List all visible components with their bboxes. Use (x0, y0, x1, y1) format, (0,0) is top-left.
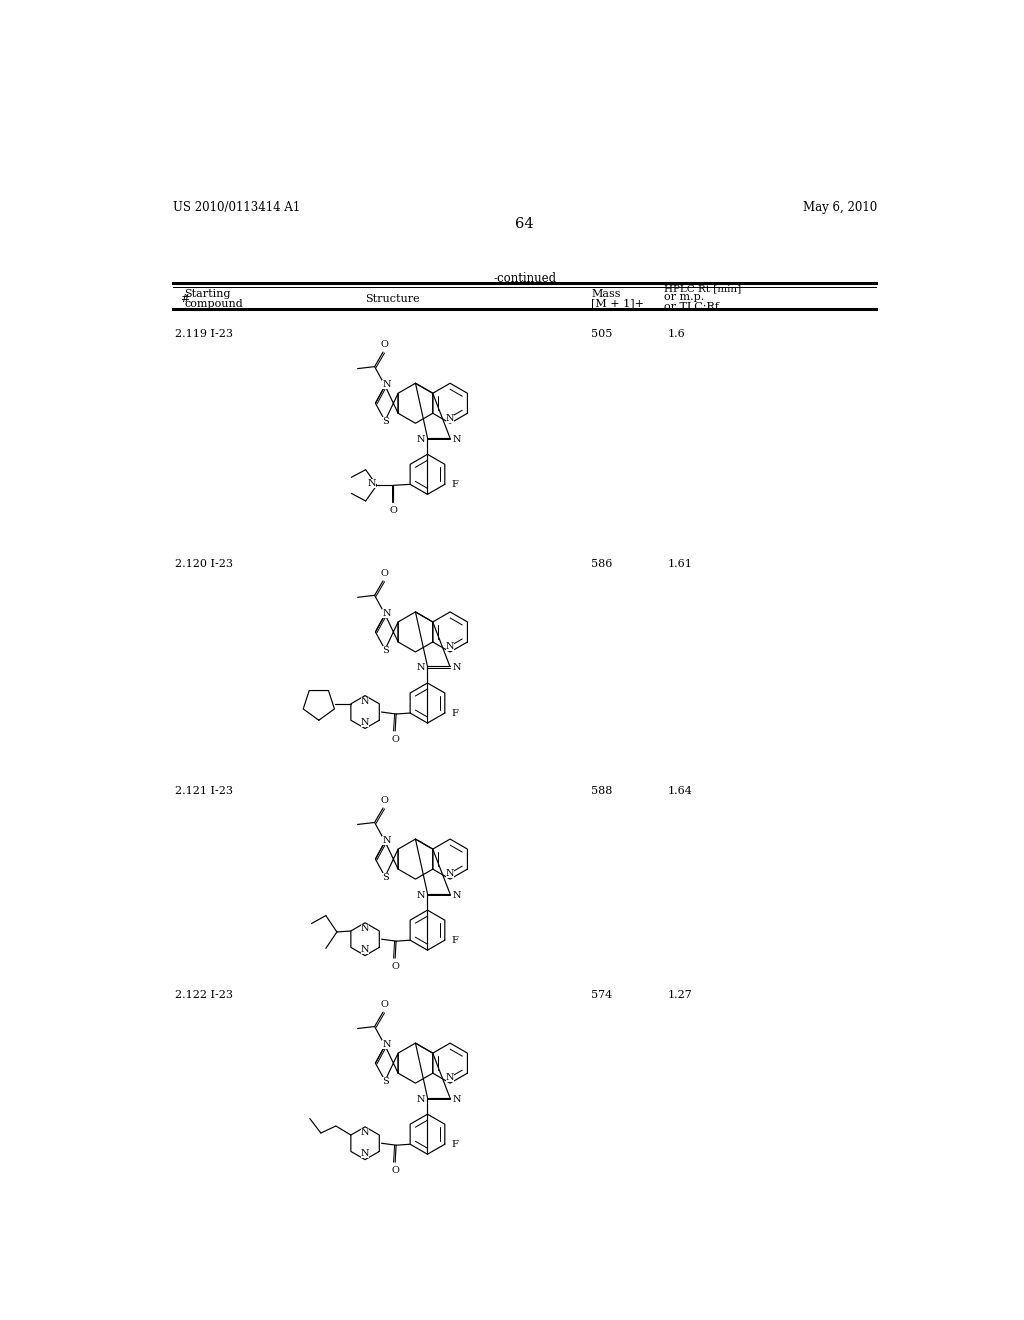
Text: 1.61: 1.61 (668, 558, 693, 569)
Text: US 2010/0113414 A1: US 2010/0113414 A1 (173, 201, 300, 214)
Text: F: F (452, 480, 459, 488)
Text: N: N (382, 836, 391, 845)
Text: N: N (360, 945, 370, 954)
Text: N: N (417, 664, 425, 672)
Text: May 6, 2010: May 6, 2010 (803, 201, 878, 214)
Text: 586: 586 (591, 558, 612, 569)
Text: N: N (417, 891, 425, 899)
Text: O: O (381, 569, 388, 578)
Text: N: N (382, 380, 391, 389)
Text: N: N (382, 609, 391, 618)
Text: Starting: Starting (184, 289, 231, 300)
Text: N: N (453, 1094, 461, 1104)
Text: N: N (360, 697, 370, 706)
Text: N: N (445, 643, 455, 651)
Text: O: O (391, 1166, 399, 1175)
Text: N: N (360, 1129, 370, 1138)
Text: N: N (445, 870, 455, 878)
Text: F: F (452, 1139, 459, 1148)
Text: N: N (360, 924, 370, 933)
Text: S: S (382, 873, 389, 882)
Text: 1.6: 1.6 (668, 330, 686, 339)
Text: S: S (382, 1077, 389, 1086)
Text: N: N (445, 1073, 455, 1082)
Text: O: O (381, 341, 388, 348)
Text: O: O (391, 962, 399, 972)
Text: 2.119 I-23: 2.119 I-23 (175, 330, 233, 339)
Text: S: S (382, 417, 389, 426)
Text: Structure: Structure (365, 294, 420, 304)
Text: N: N (453, 434, 461, 444)
Text: O: O (381, 1001, 388, 1008)
Text: 588: 588 (591, 785, 612, 796)
Text: -continued: -continued (494, 272, 556, 285)
Text: 1.27: 1.27 (668, 990, 693, 1001)
Text: N: N (360, 1150, 370, 1158)
Text: 64: 64 (515, 216, 535, 231)
Text: or m.p.: or m.p. (665, 293, 705, 302)
Text: N: N (453, 664, 461, 672)
Text: O: O (389, 506, 397, 515)
Text: #: # (180, 294, 190, 304)
Text: N: N (417, 434, 425, 444)
Text: S: S (382, 645, 389, 655)
Text: N: N (382, 1040, 391, 1049)
Text: F: F (452, 936, 459, 945)
Text: Mass: Mass (591, 289, 621, 300)
Text: N: N (445, 413, 455, 422)
Text: O: O (381, 796, 388, 805)
Text: 1.64: 1.64 (668, 785, 693, 796)
Text: 2.120 I-23: 2.120 I-23 (175, 558, 233, 569)
Text: 2.122 I-23: 2.122 I-23 (175, 990, 233, 1001)
Text: or TLC:Rf: or TLC:Rf (665, 302, 719, 312)
Text: O: O (391, 735, 399, 744)
Text: compound: compound (184, 298, 244, 309)
Text: HPLC Rt [min]: HPLC Rt [min] (665, 284, 741, 293)
Text: F: F (452, 709, 459, 718)
Text: 574: 574 (591, 990, 612, 1001)
Text: 505: 505 (591, 330, 612, 339)
Text: N: N (360, 718, 370, 727)
Text: [M + 1]+: [M + 1]+ (591, 298, 644, 309)
Text: N: N (417, 1094, 425, 1104)
Text: 2.121 I-23: 2.121 I-23 (175, 785, 233, 796)
Text: N: N (368, 479, 376, 488)
Text: N: N (453, 891, 461, 899)
